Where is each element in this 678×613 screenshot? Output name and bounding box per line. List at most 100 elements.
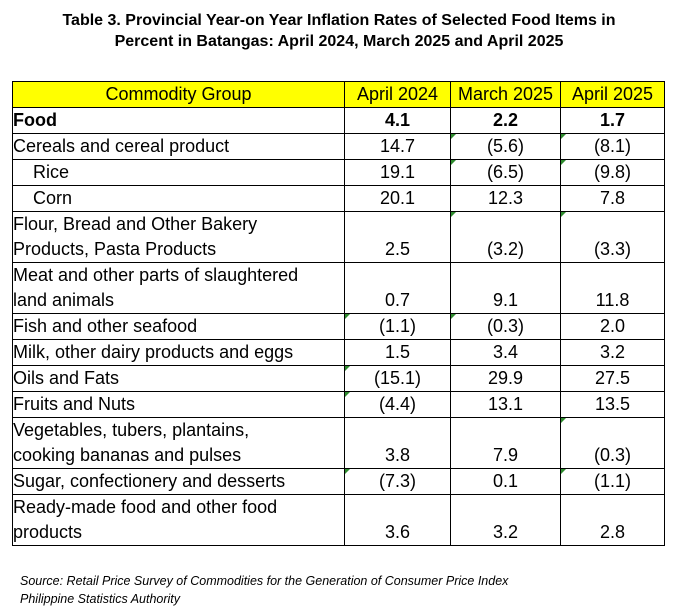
- cell-value: 3.6: [384, 522, 411, 542]
- table-title-line-2: Percent in Batangas: April 2024, March 2…: [114, 33, 564, 50]
- cell-value: 9.1: [492, 290, 519, 310]
- value-april-2025: 2.8: [560, 494, 665, 546]
- value-april-2025: 2.0: [560, 313, 665, 340]
- cell-value: 13.1: [487, 394, 524, 414]
- commodity-name-line: Meat and other parts of slaughtered: [13, 265, 299, 285]
- commodity-name-line: Fish and other seafood: [13, 316, 198, 336]
- cell-value: (1.1): [593, 471, 631, 491]
- value-march-2025: (0.3): [450, 313, 561, 340]
- commodity-name: Fish and other seafood: [12, 313, 345, 340]
- source-note-line-2: Philippine Statistics Authority: [20, 592, 181, 606]
- value-march-2025: 13.1: [450, 391, 561, 418]
- value-april-2024: 1.5: [344, 339, 451, 366]
- commodity-name-line: products: [13, 522, 83, 542]
- commodity-name: Sugar, confectionery and desserts: [12, 468, 345, 495]
- cell-value: 2.5: [384, 239, 411, 259]
- value-april-2024: (15.1): [344, 365, 451, 392]
- error-marker-icon: [561, 212, 566, 217]
- cell-value: (15.1): [373, 368, 422, 388]
- cell-value: 13.5: [594, 394, 631, 414]
- error-marker-icon: [561, 469, 566, 474]
- cell-value: 19.1: [379, 162, 416, 182]
- cell-value: 3.2: [599, 342, 626, 362]
- commodity-name: Oils and Fats: [12, 365, 345, 392]
- value-april-2025: 13.5: [560, 391, 665, 418]
- value-march-2025: 7.9: [450, 417, 561, 469]
- cell-value: (5.6): [486, 136, 524, 156]
- header-commodity-group: Commodity Group: [12, 81, 345, 108]
- value-april-2024: 20.1: [344, 185, 451, 212]
- value-march-2025: 0.1: [450, 468, 561, 495]
- value-april-2024: 4.1: [344, 107, 451, 134]
- commodity-name-line: Fruits and Nuts: [13, 394, 136, 414]
- value-march-2025: 2.2: [450, 107, 561, 134]
- table-row: Ready-made food and other food products …: [12, 494, 665, 546]
- error-marker-icon: [561, 160, 566, 165]
- commodity-name-line: Corn: [33, 188, 73, 208]
- value-april-2025: (1.1): [560, 468, 665, 495]
- cell-value: 3.8: [384, 445, 411, 465]
- header-april-2024: April 2024: [344, 81, 451, 108]
- error-marker-icon: [451, 160, 456, 165]
- commodity-name: Rice: [12, 159, 345, 186]
- cell-value: (0.3): [486, 316, 524, 336]
- value-april-2025: (0.3): [560, 417, 665, 469]
- header-march-2025: March 2025: [450, 81, 561, 108]
- value-april-2024: 19.1: [344, 159, 451, 186]
- value-april-2024: (7.3): [344, 468, 451, 495]
- value-march-2025: (6.5): [450, 159, 561, 186]
- error-marker-icon: [451, 134, 456, 139]
- table-row: Rice 19.1 (6.5) (9.8): [12, 159, 665, 186]
- table-row: Food 4.1 2.2 1.7: [12, 107, 665, 134]
- cell-value: 12.3: [487, 188, 524, 208]
- value-april-2025: 11.8: [560, 262, 665, 314]
- table-row: Fish and other seafood (1.1) (0.3) 2.0: [12, 313, 665, 340]
- value-march-2025: 3.2: [450, 494, 561, 546]
- value-march-2025: 29.9: [450, 365, 561, 392]
- table-row: Corn 20.1 12.3 7.8: [12, 185, 665, 212]
- commodity-name-line: Vegetables, tubers, plantains,: [13, 420, 250, 440]
- cell-value: 27.5: [594, 368, 631, 388]
- cell-value: 3.2: [492, 522, 519, 542]
- value-march-2025: 9.1: [450, 262, 561, 314]
- commodity-name-line: Cereals and cereal product: [13, 136, 230, 156]
- cell-value: 1.5: [384, 342, 411, 362]
- commodity-name-line: Products, Pasta Products: [13, 239, 217, 259]
- header-april-2025: April 2025: [560, 81, 665, 108]
- error-marker-icon: [345, 392, 350, 397]
- cell-value: 29.9: [487, 368, 524, 388]
- cell-value: 0.1: [492, 471, 519, 491]
- value-april-2024: 3.6: [344, 494, 451, 546]
- commodity-name-line: land animals: [13, 290, 115, 310]
- error-marker-icon: [561, 134, 566, 139]
- value-april-2025: (8.1): [560, 133, 665, 160]
- commodity-name: Meat and other parts of slaughtered land…: [12, 262, 345, 314]
- commodity-name-line: Ready-made food and other food: [13, 497, 278, 517]
- commodity-name: Cereals and cereal product: [12, 133, 345, 160]
- cell-value: (6.5): [486, 162, 524, 182]
- header-row: Commodity Group April 2024 March 2025 Ap…: [12, 81, 665, 108]
- error-marker-icon: [345, 469, 350, 474]
- table-row: Meat and other parts of slaughtered land…: [12, 262, 665, 314]
- table-title: Table 3. Provincial Year-on Year Inflati…: [0, 10, 678, 52]
- cell-value: (0.3): [593, 445, 631, 465]
- commodity-name: Milk, other dairy products and eggs: [12, 339, 345, 366]
- source-note-line-1: Source: Retail Price Survey of Commoditi…: [20, 574, 509, 588]
- cell-value: 11.8: [595, 290, 630, 310]
- cell-value: 20.1: [379, 188, 416, 208]
- commodity-name-line: Flour, Bread and Other Bakery: [13, 214, 258, 234]
- error-marker-icon: [451, 314, 456, 319]
- commodity-name: Flour, Bread and Other Bakery Products, …: [12, 211, 345, 263]
- cell-value: (7.3): [378, 471, 416, 491]
- cell-value: 0.7: [384, 290, 411, 310]
- source-note: Source: Retail Price Survey of Commoditi…: [20, 572, 508, 608]
- cell-value: (3.2): [486, 239, 524, 259]
- value-april-2025: (3.3): [560, 211, 665, 263]
- cell-value: 2.0: [599, 316, 626, 336]
- cell-value: (4.4): [378, 394, 416, 414]
- cell-value: (1.1): [378, 316, 416, 336]
- cell-value: 3.4: [492, 342, 519, 362]
- commodity-name: Corn: [12, 185, 345, 212]
- value-april-2024: 2.5: [344, 211, 451, 263]
- error-marker-icon: [345, 314, 350, 319]
